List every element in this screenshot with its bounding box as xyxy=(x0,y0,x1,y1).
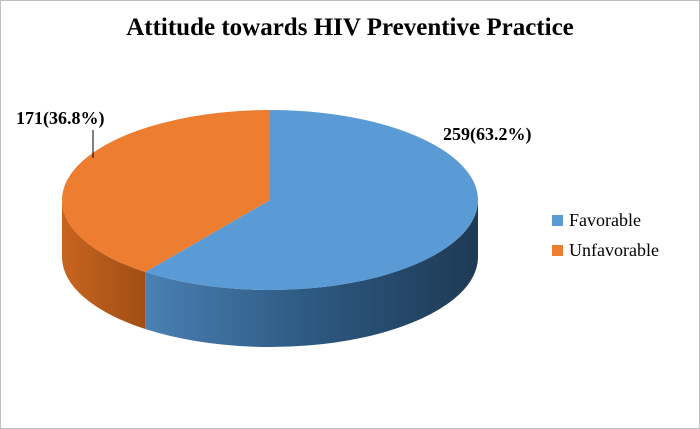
slice-favorable xyxy=(145,110,478,290)
legend-item-favorable: Favorable xyxy=(552,205,659,235)
legend-label-favorable: Favorable xyxy=(569,209,641,230)
chart-title: Attitude towards HIV Preventive Practice xyxy=(126,14,574,41)
legend-swatch-unfavorable xyxy=(552,244,563,256)
legend-label-unfavorable: Unfavorable xyxy=(569,239,659,260)
data-label-unfavorable: 171(36.8%) xyxy=(16,108,105,129)
slice-side-unfavorable xyxy=(62,200,146,330)
legend-item-unfavorable: Unfavorable xyxy=(552,235,659,265)
data-label-favorable: 259(63.2%) xyxy=(443,124,532,145)
legend-swatch-favorable xyxy=(552,214,563,226)
legend: Favorable Unfavorable xyxy=(552,205,659,265)
slice-side-favorable xyxy=(145,200,479,348)
slice-unfavorable xyxy=(61,110,270,273)
pie-slices xyxy=(61,110,479,348)
data-labels: 259(63.2%) 171(36.8%) xyxy=(16,108,532,145)
